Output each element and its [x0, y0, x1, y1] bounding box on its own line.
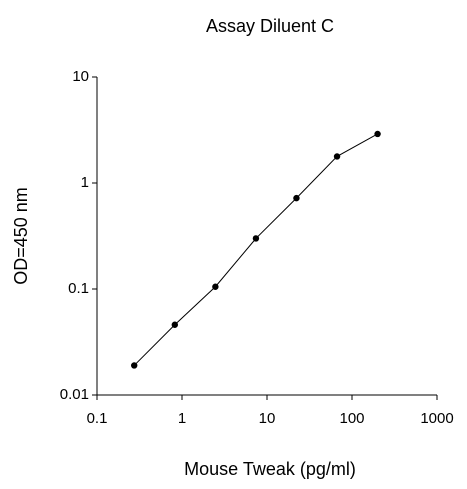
y-tick-label: 0.01 — [60, 386, 89, 403]
x-tick-label: 0.1 — [87, 410, 108, 427]
y-tick-label: 1 — [81, 174, 89, 191]
data-point — [293, 194, 300, 202]
x-tick-label: 10 — [259, 410, 276, 427]
data-point — [252, 235, 260, 242]
x-tick-label: 1000 — [420, 410, 453, 427]
x-tick-label: 100 — [339, 410, 364, 427]
data-point — [374, 130, 381, 138]
chart-title: Assay Diluent C — [206, 16, 334, 36]
y-tick-label: 10 — [72, 68, 89, 85]
y-tick-label: 0.1 — [68, 280, 89, 297]
data-point — [212, 283, 219, 290]
data-point — [131, 362, 138, 369]
x-tick-label: 1 — [178, 410, 186, 427]
data-line — [133, 133, 378, 366]
data-point — [171, 321, 179, 328]
y-axis-label: OD=450 nm — [11, 187, 31, 285]
x-axis-label: Mouse Tweak (pg/ml) — [184, 459, 356, 479]
data-point — [333, 153, 341, 160]
